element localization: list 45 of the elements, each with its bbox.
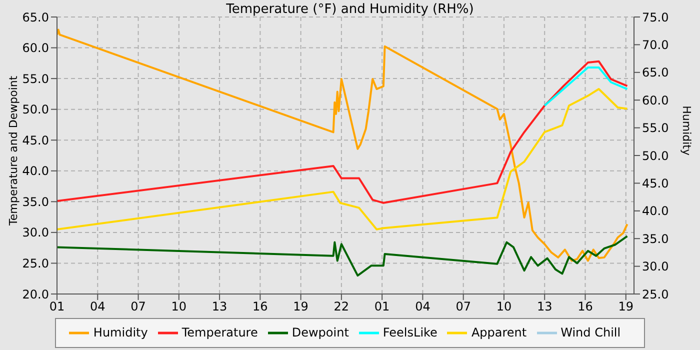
- y-tick-label: 50.0: [22, 102, 49, 117]
- x-tick-label: 10: [171, 300, 187, 314]
- y2-tick-label: 50.0: [642, 148, 669, 163]
- legend-label: Dewpoint: [292, 325, 349, 340]
- y-tick-label: 45.0: [22, 133, 49, 148]
- y2-tick-label: 45.0: [642, 176, 669, 190]
- y-tick-label: 25.0: [22, 256, 49, 270]
- y2-tick-label: 75.0: [642, 10, 669, 24]
- x-tick-label: 19: [618, 300, 634, 314]
- y2-tick-label: 55.0: [642, 121, 669, 136]
- legend-label: Temperature: [182, 325, 258, 340]
- x-tick-label: 07: [130, 300, 146, 314]
- y-tick-label: 35.0: [22, 194, 49, 209]
- y2-tick-label: 65.0: [642, 66, 669, 80]
- x-tick-label: 01: [49, 300, 65, 314]
- x-tick-label: 10: [496, 300, 512, 314]
- y2-tick-label: 30.0: [642, 260, 669, 274]
- x-tick-label: 13: [536, 300, 552, 314]
- y-tick-label: 20.0: [22, 287, 49, 302]
- x-tick-label: 22: [334, 300, 350, 314]
- x-tick-label: 04: [415, 300, 430, 314]
- x-tick-label: 04: [90, 300, 106, 314]
- y2-axis-title: Humidity: [680, 106, 694, 156]
- y2-tick-label: 70.0: [642, 38, 669, 52]
- x-tick-label: 07: [456, 300, 471, 314]
- y2-tick-label: 35.0: [642, 232, 669, 246]
- y-tick-label: 60.0: [22, 41, 49, 56]
- x-tick-label: 13: [212, 300, 228, 314]
- y-tick-label: 40.0: [22, 164, 49, 178]
- chart-title: Temperature (°F) and Humidity (RH%): [226, 2, 474, 17]
- y-tick-label: 55.0: [22, 72, 49, 86]
- x-tick-label: 16: [578, 300, 593, 314]
- x-tick-label: 01: [374, 300, 390, 314]
- legend-label: Wind Chill: [560, 325, 621, 340]
- y-tick-label: 65.0: [22, 10, 49, 24]
- x-tick-label: 16: [252, 300, 268, 314]
- y2-tick-label: 40.0: [642, 204, 669, 218]
- legend-label: Apparent: [471, 325, 527, 340]
- legend-label: FeelsLike: [382, 325, 438, 340]
- y2-tick-label: 60.0: [642, 93, 669, 108]
- y2-tick-label: 25.0: [642, 287, 669, 302]
- y-tick-label: 30.0: [22, 226, 49, 240]
- y-axis-title: Temperature and Dewpoint: [6, 75, 20, 226]
- legend-label: Humidity: [93, 325, 148, 340]
- x-tick-label: 19: [293, 300, 308, 314]
